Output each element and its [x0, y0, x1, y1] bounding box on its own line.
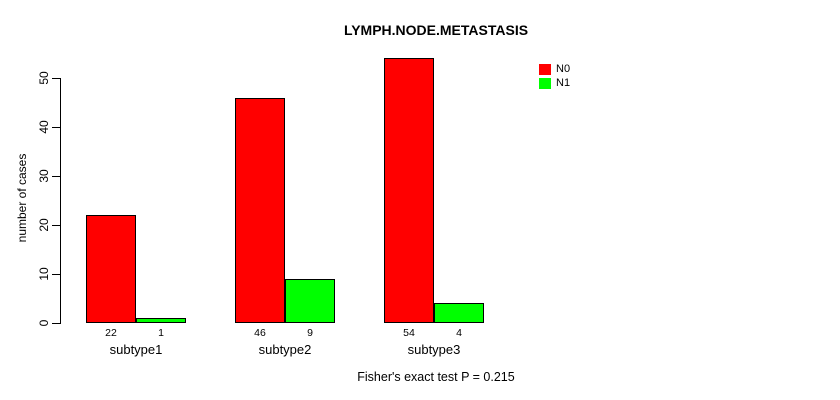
legend-swatch-N0	[539, 64, 551, 75]
y-tick-label: 40	[37, 120, 51, 134]
y-tick	[52, 224, 60, 226]
y-tick	[52, 273, 60, 275]
legend-label: N0	[556, 63, 571, 75]
y-tick	[52, 126, 60, 128]
annotation-text: Fisher's exact test P = 0.215	[357, 370, 515, 384]
bar-subtype2-N1	[285, 279, 335, 323]
y-tick	[52, 77, 60, 79]
y-tick	[52, 175, 60, 177]
bar-value-label: 46	[254, 327, 266, 339]
legend-swatch-N1	[539, 78, 551, 89]
bar-subtype1-N1	[136, 318, 186, 323]
bar-value-label: 4	[456, 327, 462, 339]
x-category-label: subtype1	[109, 342, 163, 357]
bar-value-label: 54	[403, 327, 415, 339]
legend: N0 N1	[539, 63, 570, 91]
y-tick-label: 30	[37, 169, 51, 183]
y-axis-line	[60, 78, 61, 324]
y-tick-label: 20	[37, 218, 51, 232]
bar-subtype3-N1	[434, 303, 484, 323]
y-tick-label: 10	[37, 267, 51, 281]
y-tick	[52, 322, 60, 324]
legend-item: N1	[539, 77, 570, 90]
bar-subtype2-N0	[235, 98, 285, 323]
bar-value-label: 9	[307, 327, 313, 339]
y-axis-title: number of cases	[15, 153, 29, 243]
y-tick-label: 0	[37, 319, 51, 327]
x-category-label: subtype2	[258, 342, 312, 357]
bar-value-label: 1	[158, 327, 164, 339]
legend-item: N0	[539, 63, 570, 76]
y-tick-label: 50	[37, 71, 51, 85]
x-category-label: subtype3	[407, 342, 461, 357]
bar-subtype1-N0	[86, 215, 136, 323]
chart-title: LYMPH.NODE.METASTASIS	[343, 22, 529, 38]
legend-label: N1	[556, 77, 571, 89]
bar-subtype3-N0	[384, 58, 434, 323]
bar-value-label: 22	[105, 327, 117, 339]
